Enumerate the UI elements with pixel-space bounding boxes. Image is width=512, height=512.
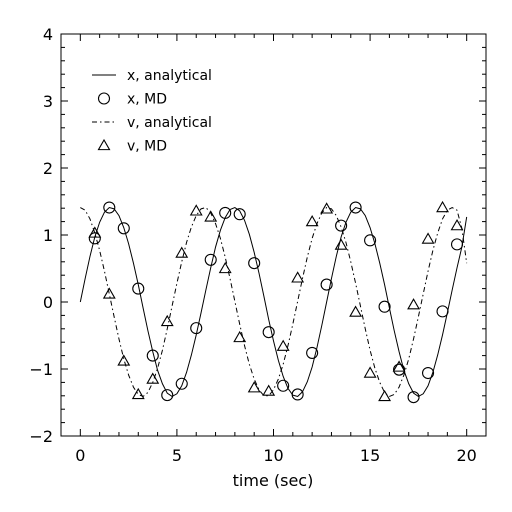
series-line-x-analytical <box>79 206 468 398</box>
data-point-x-md <box>421 366 435 380</box>
data-point-x-md <box>291 388 304 401</box>
y-tick-label: −1 <box>29 360 53 379</box>
data-point-x-md <box>277 379 290 392</box>
x-tick-label: 0 <box>75 446 85 465</box>
data-point-x-md <box>204 253 217 266</box>
legend-label-x-md: x, MD <box>127 92 167 108</box>
data-point-x-md <box>320 278 333 291</box>
data-point-x-md <box>262 326 275 339</box>
data-point-x-md <box>248 257 261 270</box>
data-point-x-md <box>393 363 406 376</box>
legend-marker-x-md <box>97 92 111 105</box>
data-point-x-md <box>450 238 464 251</box>
data-point-x-md <box>88 232 101 245</box>
y-tick-label: 1 <box>43 226 53 245</box>
data-point-v-md <box>320 202 334 214</box>
y-tick-label: 3 <box>43 92 53 111</box>
data-point-x-md <box>117 222 130 235</box>
legend-label-v-md: v, MD <box>127 139 167 155</box>
data-point-v-md <box>334 238 348 250</box>
ticks-layer: 0 5 10 15 20 −2 −1 0 1 2 3 4 <box>29 25 486 465</box>
data-point-x-md <box>219 206 232 219</box>
data-point-v-md <box>291 271 305 283</box>
data-point-x-md <box>161 389 174 402</box>
x-axis-label: time (sec) <box>233 471 314 490</box>
data-point-v-md <box>117 354 131 366</box>
data-point-v-md <box>189 204 203 216</box>
x-tick-label: 20 <box>457 446 477 465</box>
data-point-v-md <box>407 298 421 310</box>
data-point-v-md <box>175 246 189 258</box>
data-point-x-md <box>132 282 145 295</box>
data-point-v-md <box>305 214 319 227</box>
data-point-v-md <box>436 200 449 213</box>
legend-marker-v-md <box>97 138 111 151</box>
data-point-v-md <box>276 339 290 351</box>
y-tick-label: 2 <box>43 159 53 178</box>
x-tick-label: 10 <box>263 446 283 465</box>
data-point-v-md <box>262 384 276 396</box>
data-point-v-md <box>349 305 363 317</box>
data-point-v-md <box>146 372 160 384</box>
data-point-v-md <box>88 226 102 238</box>
data-point-x-md <box>175 377 188 390</box>
data-point-v-md <box>204 210 218 222</box>
data-point-v-md <box>450 219 464 231</box>
data-point-v-md <box>131 387 145 400</box>
data-point-v-md <box>233 330 247 343</box>
data-point-x-md <box>146 349 159 362</box>
data-point-x-md <box>364 234 377 247</box>
data-point-v-md <box>218 261 232 274</box>
legend: x, analytical x, MD v, analytical v, MD <box>92 68 212 155</box>
data-point-v-md <box>247 381 261 393</box>
data-point-v-md <box>392 360 406 372</box>
data-point-x-md <box>349 201 362 214</box>
data-point-x-md <box>378 300 391 313</box>
data-point-x-md <box>103 201 116 214</box>
data-point-v-md <box>363 366 377 378</box>
data-point-x-md <box>407 391 420 404</box>
data-point-v-md <box>160 314 174 327</box>
y-tick-label: −2 <box>29 427 53 446</box>
data-point-x-md <box>436 305 449 318</box>
data-point-x-md <box>335 219 348 232</box>
x-tick-label: 15 <box>360 446 380 465</box>
data-point-v-md <box>378 389 392 402</box>
legend-label-x-analytical: x, analytical <box>127 68 212 84</box>
data-point-x-md <box>306 346 319 359</box>
data-point-x-md <box>190 322 203 335</box>
y-tick-label: 0 <box>43 293 53 312</box>
x-tick-label: 5 <box>172 446 182 465</box>
data-point-v-md <box>421 232 435 244</box>
data-point-x-md <box>233 208 246 221</box>
legend-label-v-analytical: v, analytical <box>127 115 212 131</box>
data-point-v-md <box>102 287 116 299</box>
y-tick-label: 4 <box>43 25 53 44</box>
